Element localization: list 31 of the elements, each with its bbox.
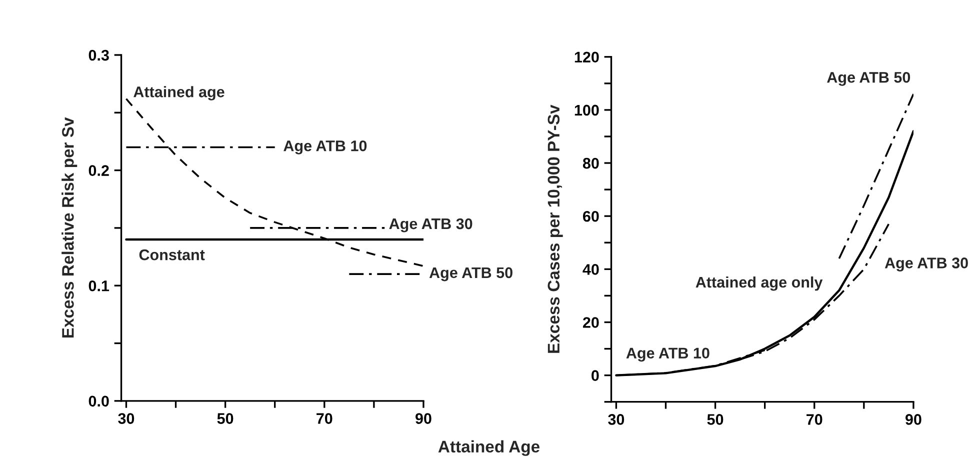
series-label: Age ATB 50 [429, 267, 512, 282]
y-tick-label: 100 [574, 104, 599, 116]
series-label: Age ATB 10 [626, 348, 710, 362]
y-tick-label: 0.3 [88, 50, 109, 61]
x-tick-label: 30 [118, 413, 134, 424]
y-tick-label: 80 [582, 158, 599, 169]
y-tick-label: 20 [582, 317, 599, 328]
y-tick-label: 0.2 [88, 165, 109, 176]
x-axis-title: Attained Age [438, 440, 540, 456]
series-label: Constant [139, 249, 205, 260]
y-axis-title: Excess Cases per 10,000 PY-Sv [548, 104, 563, 353]
x-tick-label: 70 [316, 413, 332, 424]
x-tick-label: 90 [416, 413, 432, 424]
x-tick-label: 50 [217, 413, 234, 424]
series-label: Age ATB 30 [884, 258, 968, 272]
series-label: Attained age [134, 86, 224, 100]
y-tick-label: 0.0 [88, 396, 109, 407]
y-tick-label: 0.1 [88, 280, 110, 292]
x-tick-label: 70 [806, 414, 822, 425]
series-label: Attained age only [696, 276, 823, 291]
series-label: Age ATB 50 [827, 72, 910, 86]
x-tick-label: 90 [905, 414, 922, 425]
y-tick-label: 60 [583, 210, 599, 222]
y-tick-label: 120 [574, 52, 599, 63]
series-label: Age ATB 30 [389, 218, 472, 232]
series-label: Age ATB 10 [284, 140, 367, 154]
y-tick-label: 40 [582, 264, 599, 275]
x-tick-label: 30 [608, 414, 624, 425]
y-tick-label: 0 [592, 370, 599, 381]
x-tick-label: 50 [707, 414, 724, 425]
y-axis-title: Excess Relative Risk per Sv [62, 117, 78, 338]
